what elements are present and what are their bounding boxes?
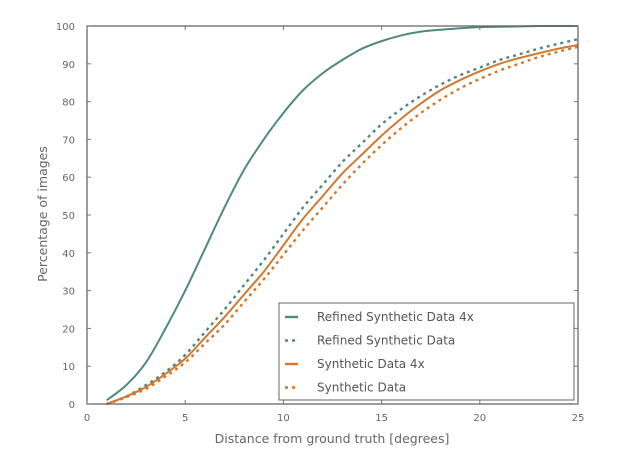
y-tick-label: 10 xyxy=(62,362,75,373)
series-line-0 xyxy=(106,24,578,402)
legend-box xyxy=(278,302,575,401)
legend-label: Refined Synthetic Data 4x xyxy=(317,310,474,324)
y-tick-label: 20 xyxy=(62,324,75,335)
x-tick-label: 5 xyxy=(182,413,188,424)
x-tick-label: 15 xyxy=(375,413,388,424)
legend: Refined Synthetic Data 4x Refined Synthet… xyxy=(278,302,575,401)
legend-item: Refined Synthetic Data xyxy=(285,334,455,348)
x-tick-label: 25 xyxy=(572,413,585,424)
x-tick-label: 10 xyxy=(277,413,290,424)
axes: 0 5 10 15 20 25 0 10 20 30 40 50 60 70 80 90 100 xyxy=(56,22,584,424)
y-tick-label: 60 xyxy=(62,173,75,184)
y-tick-label: 30 xyxy=(62,287,75,298)
y-axis-label: Percentage of images xyxy=(35,146,50,282)
y-tick-label: 50 xyxy=(62,211,75,222)
series-line-2 xyxy=(106,43,579,405)
y-tick-label: 80 xyxy=(62,98,75,109)
series-line-1 xyxy=(106,38,579,406)
series-layer xyxy=(106,24,579,406)
x-tick-label: 0 xyxy=(84,413,90,424)
legend-item: Synthetic Data xyxy=(285,381,406,395)
legend-label: Refined Synthetic Data xyxy=(317,334,455,348)
legend-label: Synthetic Data 4x xyxy=(317,357,425,371)
y-tick-label: 40 xyxy=(62,249,75,260)
legend-item: Synthetic Data 4x xyxy=(285,357,425,371)
legend-item: Refined Synthetic Data 4x xyxy=(285,310,474,324)
x-tick-label: 20 xyxy=(473,413,486,424)
x-axis-label: Distance from ground truth [degrees] xyxy=(215,431,450,446)
y-tick-label: 90 xyxy=(62,60,75,71)
y-tick-label: 70 xyxy=(62,135,75,146)
legend-label: Synthetic Data xyxy=(317,381,406,395)
y-tick-label: 0 xyxy=(69,400,75,411)
y-tick-label: 100 xyxy=(56,22,75,33)
